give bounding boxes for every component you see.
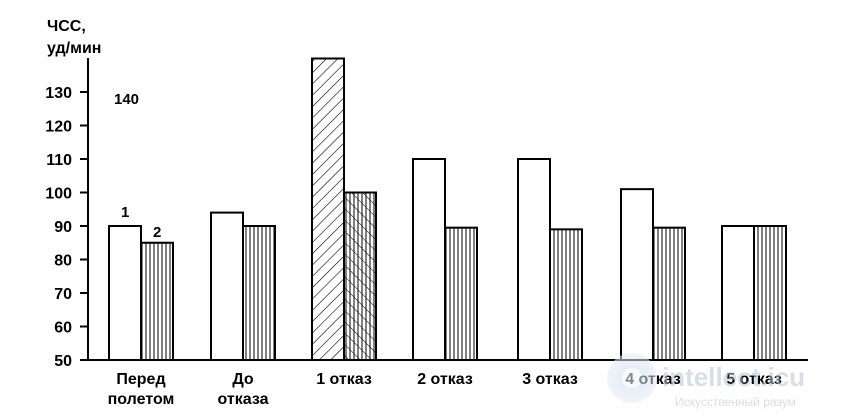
y-tick-label: 90 — [54, 219, 72, 236]
bar-fill — [518, 159, 550, 360]
y-tick-label: 60 — [54, 320, 72, 337]
y-tick-label: 100 — [45, 186, 72, 203]
bar-series-2-cat-3 — [343, 191, 377, 361]
y-tick-label: 110 — [46, 152, 72, 169]
category-label: 3 отказ — [522, 371, 578, 388]
watermark-text: intellect.icu — [662, 362, 805, 392]
bar-series-2-cat-4 — [444, 226, 478, 361]
bar-fill — [653, 227, 685, 360]
category-label: отказа — [218, 391, 269, 408]
bar-fill — [243, 226, 275, 360]
bar-series-2-cat-1 — [140, 241, 174, 361]
category-label: полетом — [108, 391, 175, 408]
y-tick-label: 80 — [54, 253, 72, 270]
category-label: До — [232, 371, 254, 388]
y-tick-label: 50 — [54, 353, 72, 370]
y-tick-label: 120 — [45, 119, 72, 136]
bar-fill — [754, 226, 786, 360]
series-2-marker: 2 — [153, 224, 161, 241]
bar-fill — [312, 58, 344, 360]
bar-series-2-cat-5 — [549, 228, 583, 361]
bar-fill — [621, 189, 653, 360]
bar-fill — [141, 242, 173, 360]
bar-fill — [211, 212, 243, 360]
bar-fill — [413, 159, 445, 360]
bar-fill — [550, 229, 582, 360]
series-1-marker: 1 — [121, 204, 129, 221]
category-label: 2 отказ — [417, 371, 473, 388]
watermark: intellect.icu Искусственный разум — [607, 353, 805, 409]
y-axis-label-line1: ЧСС, — [47, 18, 86, 35]
watermark-logo-icon — [607, 353, 657, 403]
value-label-140: 140 — [114, 91, 139, 108]
y-tick-label: 130 — [45, 85, 72, 102]
watermark-subtitle: Искусственный разум — [675, 395, 796, 409]
category-label: Перед — [116, 371, 165, 388]
y-tick-label: 70 — [54, 286, 72, 303]
bar-fill — [109, 226, 141, 360]
bar-series-2-cat-7 — [753, 225, 787, 361]
bar-series-2-cat-2 — [242, 225, 276, 361]
bar-overlay — [344, 192, 376, 360]
category-label: 5 отказ — [726, 371, 782, 388]
bar-fill — [445, 227, 477, 360]
bar-fill — [722, 226, 754, 360]
category-label: 1 отказ — [316, 371, 372, 388]
bar-series-2-cat-6 — [652, 226, 686, 361]
y-axis-label-line2: уд/мин — [47, 40, 101, 57]
